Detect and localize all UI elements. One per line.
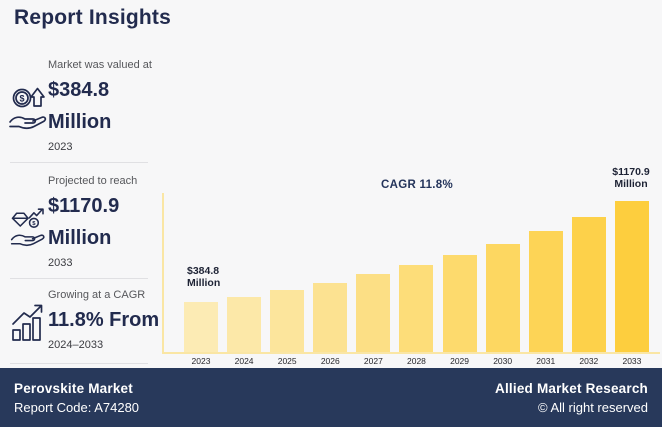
bar-2024 <box>227 297 262 352</box>
money-growth-hand-icon: $ <box>8 84 48 130</box>
stat-label: Market was valued at <box>48 59 152 71</box>
svg-text:$: $ <box>19 94 24 104</box>
bar-2023 <box>184 302 218 352</box>
bar-2030 <box>485 244 520 352</box>
bar-column: 2030 <box>485 244 520 366</box>
footer-right: Allied Market Research © All right reser… <box>495 379 648 427</box>
stat-value-unit: Million <box>48 111 112 133</box>
page-title: Report Insights <box>14 6 172 29</box>
bar-2032 <box>571 217 606 352</box>
bar-column: 2032 <box>571 217 606 366</box>
x-axis-tick: 2028 <box>407 356 426 366</box>
x-axis-tick: 2023 <box>191 356 211 366</box>
stat-value-unit: Million <box>48 227 112 249</box>
last-bar-value-label: $1170.9 Million <box>601 166 661 190</box>
stat-block-market-value: $ Market was valued at $384.8 Million 20… <box>8 58 166 153</box>
footer-left: Perovskite Market Report Code: A74280 <box>14 379 139 427</box>
diamond-hand-icon: $ <box>8 203 48 249</box>
bar-column: 2029 <box>442 255 477 366</box>
x-axis-tick: 2030 <box>493 356 513 366</box>
svg-text:$: $ <box>32 221 36 227</box>
bar-column: 2026 <box>313 283 348 366</box>
market-name: Perovskite Market <box>14 381 133 396</box>
bar-column: 2027 <box>356 274 391 366</box>
bar-2033 <box>614 201 649 352</box>
stat-value-amount: 11.8% From <box>48 309 160 331</box>
stat-value-amount: $384.8 <box>48 79 110 101</box>
first-bar-value-amount: $384.8 <box>187 265 220 277</box>
divider <box>10 278 148 279</box>
bar-column: 2028 <box>399 265 434 366</box>
stat-value-amount: $1170.9 <box>48 195 120 217</box>
copyright: © All right reserved <box>537 400 648 415</box>
cagr-annotation: CAGR 11.8% <box>380 179 454 191</box>
stat-block-projected-value: $ Projected to reach $1170.9 Million 203… <box>8 174 166 269</box>
bar-2026 <box>313 283 348 352</box>
x-axis-tick: 2029 <box>450 356 470 366</box>
last-bar-value-amount: $1170.9 <box>612 166 650 178</box>
brand-name: Allied Market Research <box>495 381 648 396</box>
divider <box>10 162 148 163</box>
stat-label: Growing at a CAGR <box>48 289 146 301</box>
bar-2025 <box>270 290 305 352</box>
growth-chart-icon <box>8 303 48 343</box>
x-axis-tick: 2027 <box>363 356 383 366</box>
bar-column: 2023 <box>184 302 218 366</box>
bar-column: 2033 <box>614 201 649 366</box>
x-axis-tick: 2025 <box>277 356 297 366</box>
bar-2031 <box>528 231 563 352</box>
stat-block-cagr: Growing at a CAGR 11.8% From 2024–2033 <box>8 288 166 351</box>
stat-period: 2024–2033 <box>48 339 104 351</box>
x-axis-tick: 2032 <box>579 356 599 366</box>
first-bar-value-unit: Million <box>187 276 221 289</box>
bar-column: 2025 <box>270 290 305 366</box>
bar-2027 <box>356 274 391 352</box>
stat-period: 2033 <box>48 257 73 269</box>
x-axis-tick: 2033 <box>622 356 642 366</box>
bar-column: 2024 <box>227 297 262 366</box>
first-bar-value-label: $384.8 Million <box>187 265 221 289</box>
bars: 2023 2024 2025 2026 2027 2028 2029 2030 2031 2032… <box>184 195 649 366</box>
x-axis-tick: 2024 <box>234 356 254 366</box>
last-bar-value-unit: Million <box>614 177 648 190</box>
bar-2029 <box>442 255 477 352</box>
bar-column: 2031 <box>528 231 563 366</box>
x-axis-line <box>162 352 660 354</box>
x-axis-tick: 2026 <box>320 356 340 366</box>
x-axis-tick: 2031 <box>536 356 556 366</box>
divider <box>10 363 148 364</box>
y-axis-line <box>162 193 164 354</box>
footer: Perovskite Market Report Code: A74280 Al… <box>0 368 662 427</box>
stat-period: 2023 <box>48 141 73 153</box>
report-code: Report Code: A74280 <box>14 400 140 415</box>
bar-2028 <box>399 265 434 352</box>
stat-label: Projected to reach <box>48 175 138 187</box>
